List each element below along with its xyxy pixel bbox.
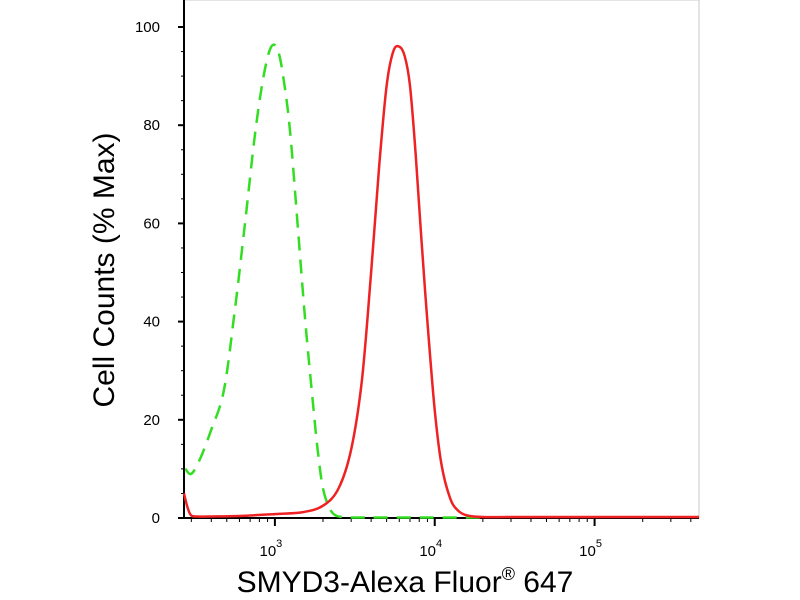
x-tick-label: 104 — [419, 538, 442, 560]
y-axis-ticks: 0 20 40 60 80 100 — [135, 19, 184, 527]
x-axis-ticks: 103 104 105 — [190, 518, 692, 560]
y-axis-title: Cell Counts (% Max) — [88, 132, 121, 407]
smyd3-histogram-line — [182, 44, 699, 519]
y-tick-label: 60 — [143, 215, 160, 232]
x-tick-label: 103 — [259, 538, 282, 560]
x-tick-label: 105 — [579, 538, 602, 560]
y-tick-label: 20 — [143, 412, 160, 429]
series-layer — [182, 43, 699, 519]
y-tick-label: 100 — [135, 19, 160, 36]
plot-frame — [183, 0, 700, 519]
y-tick-label: 0 — [152, 510, 160, 527]
y-tick-label: 80 — [143, 117, 160, 134]
x-axis-title-registered-mark: ® — [502, 564, 515, 584]
y-tick-label: 40 — [143, 314, 160, 331]
isotype-control-histogram-line — [184, 43, 483, 519]
x-axis-title-tail: 647 — [515, 566, 573, 599]
x-axis-title: SMYD3-Alexa Fluor® 647 — [237, 564, 574, 599]
x-axis-title-main: SMYD3-Alexa Fluor — [237, 566, 502, 599]
